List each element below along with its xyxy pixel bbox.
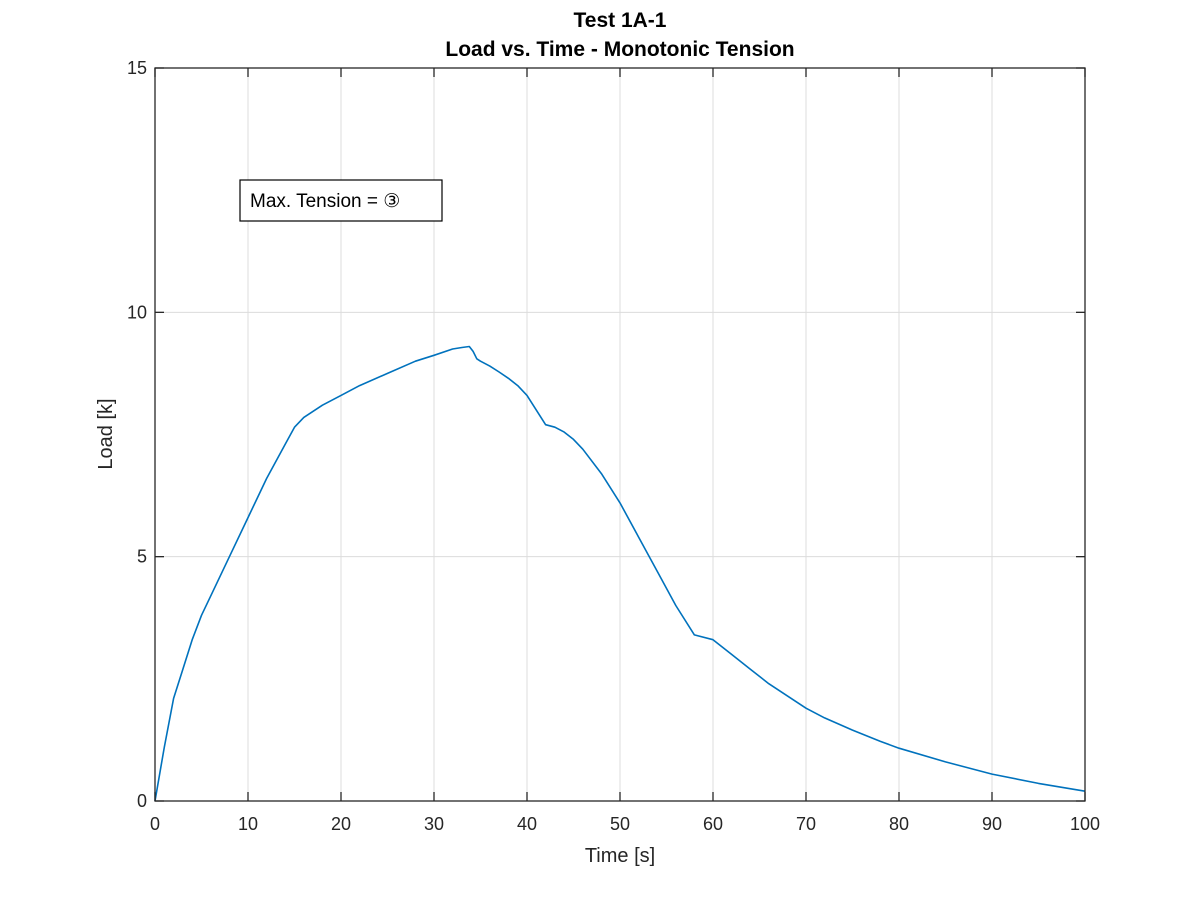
y-tick-label: 10 [127,302,147,322]
chart-title: Test 1A-1 [574,9,667,32]
x-tick-label: 30 [424,814,444,834]
chart-subtitle: Load vs. Time - Monotonic Tension [445,38,794,61]
x-tick-label: 80 [889,814,909,834]
grid-layer [155,68,1085,801]
series-layer [154,345,1086,802]
x-tick-labels: 0 10 20 30 40 50 60 70 80 90 100 [150,814,1100,834]
x-tick-label: 40 [517,814,537,834]
x-tick-label: 10 [238,814,258,834]
y-tick-label: 15 [127,58,147,78]
tick-layer [154,67,1086,802]
x-tick-label: 20 [331,814,351,834]
x-tick-label: 60 [703,814,723,834]
x-tick-label: 0 [150,814,160,834]
x-tick-label: 100 [1070,814,1100,834]
y-tick-labels: 0 5 10 15 [127,58,147,811]
annotation-box [239,179,443,222]
y-tick-label: 0 [137,791,147,811]
y-tick-label: 5 [137,547,147,567]
x-tick-label: 90 [982,814,1002,834]
x-axis-label: Time [s] [585,845,655,867]
x-tick-label: 70 [796,814,816,834]
y-axis-label: Load [k] [95,398,117,469]
load-series-line [154,345,1086,802]
annotation-text: Max. Tension = ③ [250,191,400,212]
x-tick-label: 50 [610,814,630,834]
